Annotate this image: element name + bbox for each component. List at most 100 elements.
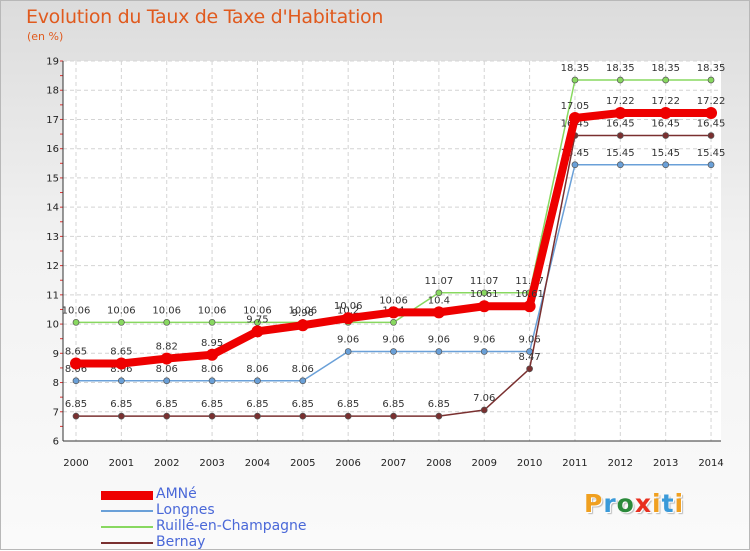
data-point-longnes	[118, 377, 125, 385]
logo-letter: P	[584, 489, 604, 518]
data-label-amne: 9.96	[292, 308, 314, 319]
data-point-bernay	[526, 365, 533, 373]
data-label-ruille-en-champagne: 10.2	[337, 305, 359, 316]
data-label-bernay: 6.85	[65, 399, 87, 410]
data-label-ruille-en-champagne: 11.07	[470, 276, 499, 287]
data-label-amne: 17.22	[651, 96, 680, 107]
data-point-amne	[115, 357, 128, 370]
x-tick-label: 2008	[426, 458, 451, 469]
data-label-bernay: 6.85	[110, 399, 132, 410]
data-label-bernay: 16.45	[606, 119, 635, 130]
y-tick-label: 8	[53, 378, 59, 389]
data-label-amne: 10.61	[515, 289, 544, 300]
y-tick-label: 18	[46, 86, 59, 97]
data-label-longnes: 15.45	[697, 148, 726, 159]
data-point-ruille-en-champagne	[662, 76, 670, 84]
data-label-bernay: 6.85	[246, 399, 268, 410]
x-tick-label: 2014	[698, 458, 723, 469]
y-tick-label: 14	[46, 203, 59, 214]
data-point-bernay	[662, 132, 670, 139]
data-point-longnes	[72, 377, 80, 385]
data-label-longnes: 8.06	[201, 364, 223, 375]
data-point-amne	[387, 306, 400, 319]
data-label-bernay: 6.85	[382, 399, 404, 410]
data-label-ruille-en-champagne: 10.06	[198, 305, 227, 316]
data-label-ruille-en-champagne: 11.07	[515, 276, 544, 287]
data-point-longnes	[254, 377, 261, 385]
data-label-amne: 8.95	[201, 338, 223, 349]
data-point-amne	[705, 107, 718, 120]
data-label-amne: 8.65	[65, 347, 87, 358]
y-tick-label: 17	[46, 115, 59, 126]
data-point-ruille-en-champagne	[72, 318, 80, 326]
legend-item-bernay: Bernay	[101, 534, 401, 551]
legend-swatch-longnes	[101, 510, 153, 512]
legend-label-bernay: Bernay	[156, 534, 206, 550]
legend-swatch-bernay	[101, 542, 153, 544]
x-tick-label: 2007	[381, 458, 406, 469]
data-point-bernay	[299, 412, 307, 420]
x-tick-label: 2006	[335, 458, 360, 469]
logo-letter: i	[652, 489, 662, 518]
data-point-amne	[432, 306, 445, 319]
logo-letter: i	[674, 489, 685, 518]
logo-letter: t	[661, 489, 675, 518]
data-point-bernay	[390, 412, 397, 420]
data-point-ruille-en-champagne	[571, 76, 579, 84]
legend-item-ruille-en-champagne: Ruillé-en-Champagne	[101, 518, 401, 535]
legend-item-longnes: Longnes	[101, 502, 401, 519]
data-point-amne	[478, 300, 491, 313]
data-label-longnes: 8.06	[156, 364, 178, 375]
data-label-amne: 17.22	[697, 96, 726, 107]
data-label-ruille-en-champagne: 10.06	[107, 305, 136, 316]
data-point-ruille-en-champagne	[616, 76, 624, 84]
data-label-longnes: 9.06	[428, 335, 450, 346]
data-point-longnes	[662, 161, 670, 169]
x-tick-label: 2012	[608, 458, 633, 469]
y-tick-label: 15	[46, 173, 59, 184]
y-tick-label: 12	[46, 261, 59, 272]
chart-subtitle: (en %)	[27, 30, 64, 43]
data-point-amne	[70, 357, 82, 370]
data-label-longnes: 9.06	[337, 335, 359, 346]
data-label-amne: 10.06	[334, 301, 363, 312]
legend-label-ruille-en-champagne: Ruillé-en-Champagne	[156, 518, 307, 534]
data-label-bernay: 7.06	[473, 393, 495, 404]
data-point-ruille-en-champagne	[118, 318, 125, 326]
data-point-bernay	[208, 412, 216, 420]
data-label-bernay: 6.85	[428, 399, 450, 410]
data-label-bernay: 6.85	[292, 399, 314, 410]
legend-label-amne: AMNé	[156, 486, 197, 502]
x-tick-label: 2004	[245, 458, 270, 469]
data-label-ruille-en-champagne: 18.35	[697, 63, 726, 74]
y-tick-label: 16	[46, 144, 59, 155]
data-point-longnes	[208, 377, 216, 385]
data-point-ruille-en-champagne	[163, 318, 171, 326]
data-point-bernay	[344, 412, 352, 420]
data-label-amne: 8.65	[110, 347, 132, 358]
data-point-ruille-en-champagne	[480, 289, 488, 297]
chart-legend: AMNé Longnes Ruillé-en-Champagne Bernay	[101, 486, 401, 551]
data-label-amne: 10.61	[470, 289, 499, 300]
data-point-amne	[568, 112, 581, 124]
data-point-longnes	[480, 348, 488, 355]
x-tick-label: 2013	[653, 458, 678, 469]
data-label-ruille-en-champagne: 10.06	[62, 305, 91, 316]
data-label-longnes: 9.06	[382, 335, 404, 346]
x-tick-label: 2011	[562, 458, 587, 469]
data-point-longnes	[299, 377, 307, 385]
y-tick-label: 10	[46, 320, 59, 331]
y-tick-label: 6	[53, 437, 59, 448]
data-label-ruille-en-champagne: 10.06	[152, 305, 181, 316]
y-tick-label: 7	[53, 407, 59, 418]
data-label-longnes: 8.06	[292, 364, 314, 375]
data-label-longnes: 15.45	[606, 148, 635, 159]
x-tick-label: 2009	[472, 458, 497, 469]
chart-title: Evolution du Taux de Taxe d'Habitation	[26, 6, 384, 28]
data-point-bernay	[480, 406, 488, 414]
data-label-ruille-en-champagne: 10.06	[288, 305, 317, 316]
data-label-ruille-en-champagne: 18.35	[651, 63, 680, 74]
data-label-bernay: 6.85	[337, 399, 359, 410]
data-point-bernay	[163, 412, 171, 420]
